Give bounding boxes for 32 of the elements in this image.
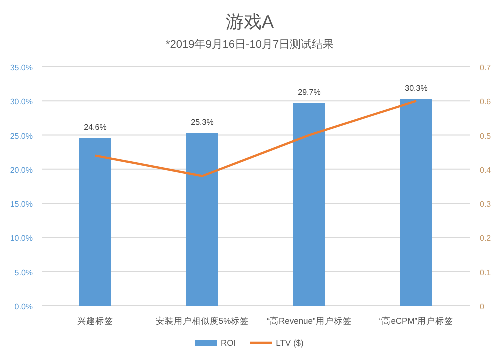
data-label: 29.7% xyxy=(298,88,321,98)
bar xyxy=(186,133,218,306)
y-tick-label: 20.0% xyxy=(10,166,33,175)
y-tick-label: 25.0% xyxy=(10,132,33,141)
legend-label: ROI xyxy=(221,338,236,348)
bar xyxy=(400,99,432,306)
x-tick-label: “高Revenue”用户标签 xyxy=(267,316,352,326)
y-tick-label: 0.0% xyxy=(14,302,33,312)
y2-tick-label: 0.6 xyxy=(480,98,492,107)
chart-subtitle: *2019年9月16日-10月7日测试结果 xyxy=(166,38,334,51)
y2-tick-label: 0.2 xyxy=(480,234,492,244)
chart-title: 游戏A xyxy=(226,12,274,32)
y2-tick-label: 0.1 xyxy=(480,268,492,278)
legend-label: LTV ($) xyxy=(276,338,304,348)
bar xyxy=(80,138,112,306)
data-label: 25.3% xyxy=(191,118,214,128)
x-tick-label: 兴趣标签 xyxy=(78,316,114,326)
data-label: 30.3% xyxy=(405,84,428,94)
y2-tick-label: 0.5 xyxy=(480,132,492,141)
y-tick-label: 5.0% xyxy=(14,268,33,278)
y-tick-label: 35.0% xyxy=(10,64,33,72)
x-tick-label: “高eCPM”用户标签 xyxy=(379,316,454,326)
y-tick-label: 30.0% xyxy=(10,98,33,107)
bar xyxy=(294,103,326,306)
y-tick-label: 15.0% xyxy=(10,200,33,210)
y2-tick-label: 0.7 xyxy=(480,64,492,72)
y2-tick-label: 0 xyxy=(480,302,485,312)
x-tick-label: 安装用户相似度5%标签 xyxy=(156,316,250,326)
y-tick-label: 10.0% xyxy=(10,234,33,244)
y2-tick-label: 0.3 xyxy=(480,200,492,210)
data-label: 24.6% xyxy=(84,123,107,132)
y2-tick-label: 0.4 xyxy=(480,166,492,175)
